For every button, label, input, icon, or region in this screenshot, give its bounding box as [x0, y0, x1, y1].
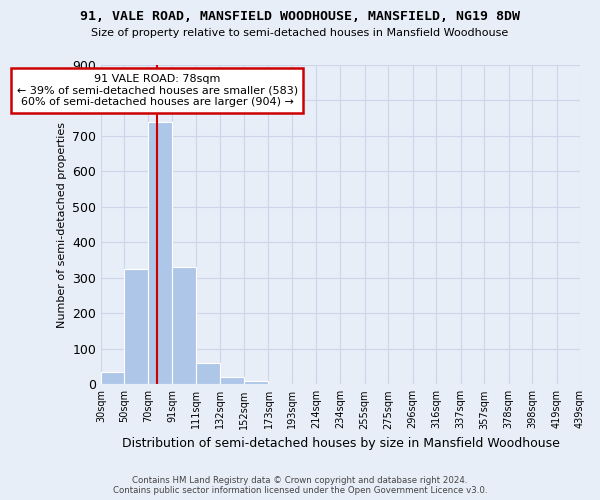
Bar: [220, 377, 244, 384]
Text: 91, VALE ROAD, MANSFIELD WOODHOUSE, MANSFIELD, NG19 8DW: 91, VALE ROAD, MANSFIELD WOODHOUSE, MANS…: [80, 10, 520, 23]
Bar: [172, 267, 196, 384]
Text: Size of property relative to semi-detached houses in Mansfield Woodhouse: Size of property relative to semi-detach…: [91, 28, 509, 38]
Y-axis label: Number of semi-detached properties: Number of semi-detached properties: [56, 122, 67, 328]
Bar: [101, 372, 124, 384]
Bar: [148, 122, 172, 384]
Bar: [196, 363, 220, 384]
Bar: [244, 381, 268, 384]
Text: Contains HM Land Registry data © Crown copyright and database right 2024.
Contai: Contains HM Land Registry data © Crown c…: [113, 476, 487, 495]
X-axis label: Distribution of semi-detached houses by size in Mansfield Woodhouse: Distribution of semi-detached houses by …: [122, 437, 559, 450]
Bar: [124, 269, 148, 384]
Text: 91 VALE ROAD: 78sqm
← 39% of semi-detached houses are smaller (583)
60% of semi-: 91 VALE ROAD: 78sqm ← 39% of semi-detach…: [17, 74, 298, 107]
